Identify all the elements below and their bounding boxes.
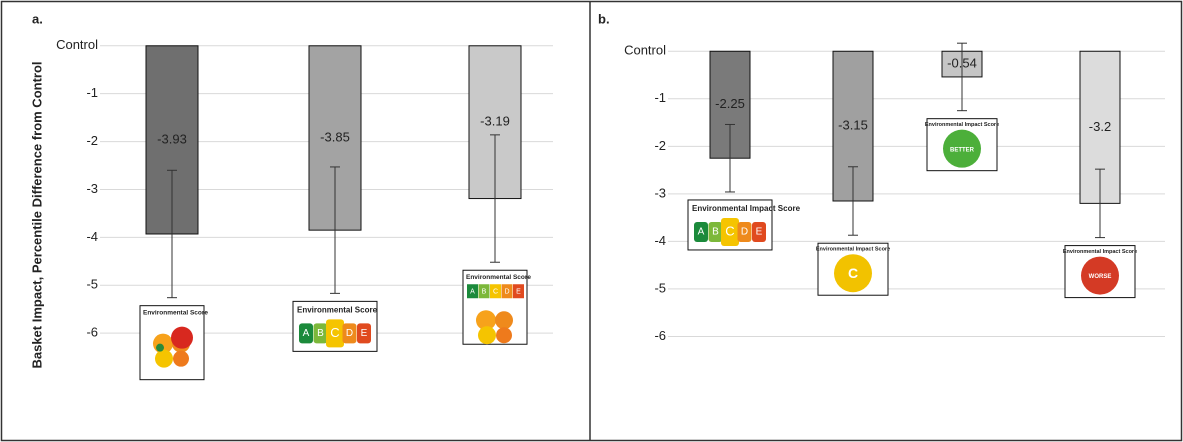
grade-letter: E xyxy=(516,289,521,296)
grade-letter: D xyxy=(346,328,353,339)
label-petal xyxy=(496,327,512,343)
y-tick-label: -1 xyxy=(86,85,98,100)
label-petal xyxy=(171,327,193,349)
y-tick-label: -2 xyxy=(654,138,666,153)
y-tick-label: -4 xyxy=(654,233,666,248)
label-title: Environmental Score xyxy=(466,274,531,281)
label-title: Environmental Score xyxy=(143,309,208,316)
label-circle-text: C xyxy=(848,265,858,281)
y-axis-title: Basket Impact, Percentile Difference fro… xyxy=(29,61,44,368)
value-label: -3.19 xyxy=(480,114,510,129)
panel-label: b. xyxy=(598,11,610,26)
value-label: -3.93 xyxy=(157,131,187,146)
label-title: Environmental Impact Score xyxy=(692,204,801,213)
grade-letter: D xyxy=(741,227,748,238)
label-petal xyxy=(155,350,173,368)
grade-letter: D xyxy=(504,289,509,296)
grade-letter: A xyxy=(698,227,705,238)
label-circle-text: WORSE xyxy=(1089,274,1112,280)
y-tick-label: -4 xyxy=(86,229,98,244)
grade-letter: A xyxy=(303,328,310,339)
label-circle-text: BETTER xyxy=(950,147,975,153)
value-label: -3.2 xyxy=(1089,119,1111,134)
grade-letter: C xyxy=(725,223,734,238)
label-title: Environmental Impact Score xyxy=(816,247,890,253)
y-tick-label: -5 xyxy=(654,280,666,295)
y-tick-label: -6 xyxy=(86,325,98,340)
y-tick-label: Control xyxy=(624,43,666,58)
label-petal xyxy=(173,351,189,367)
grade-letter: E xyxy=(361,328,368,339)
label-petal xyxy=(478,326,496,344)
grade-letter: E xyxy=(756,227,763,238)
value-label: -3.15 xyxy=(838,118,868,133)
grade-letter: B xyxy=(712,227,719,238)
y-tick-label: -3 xyxy=(654,185,666,200)
y-tick-label: -5 xyxy=(86,277,98,292)
grade-letter: B xyxy=(482,289,487,296)
label-petal xyxy=(495,311,513,329)
y-tick-label: -6 xyxy=(654,328,666,343)
label-title: Environmental Impact Score xyxy=(925,122,999,128)
label-title: Environmental Score xyxy=(297,305,378,314)
grade-letter: C xyxy=(493,289,498,296)
grade-letter: B xyxy=(317,328,324,339)
panel-label: a. xyxy=(32,11,43,26)
figure: a. Basket Impact, Percentile Difference f… xyxy=(0,0,1183,442)
y-tick-label: -1 xyxy=(654,90,666,105)
value-label: -2.25 xyxy=(715,96,745,111)
y-tick-label: -2 xyxy=(86,133,98,148)
label-title: Environmental Impact Score xyxy=(1063,249,1137,255)
grade-letter: C xyxy=(330,325,339,340)
value-label: -3.85 xyxy=(320,129,350,144)
grade-letter: A xyxy=(470,289,475,296)
y-tick-label: Control xyxy=(56,37,98,52)
page: {"chart_data": [ {"type": "bar", "panel_… xyxy=(0,0,1183,442)
label-petal xyxy=(156,344,164,352)
y-tick-label: -3 xyxy=(86,181,98,196)
